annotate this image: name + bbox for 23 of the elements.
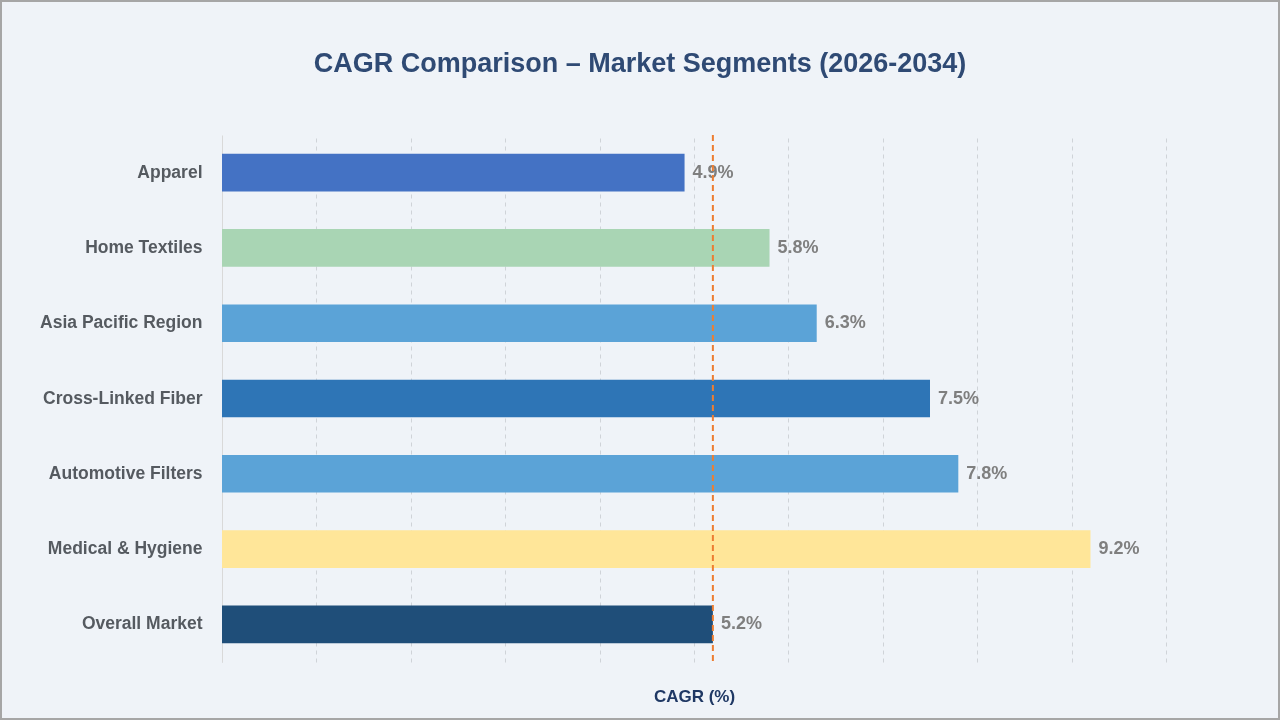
y-tick-label: Home Textiles xyxy=(85,236,203,257)
bar xyxy=(222,379,930,418)
data-label: 7.5% xyxy=(938,387,980,408)
y-tick-label: Automotive Filters xyxy=(48,462,203,483)
bar xyxy=(222,153,685,192)
data-label: 9.2% xyxy=(1098,538,1140,559)
y-tick-label: Medical & Hygiene xyxy=(47,538,203,559)
bar xyxy=(222,454,959,493)
y-tick-label: Asia Pacific Region xyxy=(40,312,203,333)
data-label: 5.8% xyxy=(777,236,819,257)
bar xyxy=(222,229,770,267)
y-tick-label: Apparel xyxy=(137,161,203,182)
bar xyxy=(222,304,817,343)
chart-title: CAGR Comparison – Market Segments (2026-2034) xyxy=(313,48,967,78)
data-label: 4.9% xyxy=(692,161,734,182)
x-axis-title: CAGR (%) xyxy=(653,686,736,706)
bar xyxy=(222,530,1091,568)
data-label: 5.2% xyxy=(720,613,762,634)
bar xyxy=(222,605,713,644)
y-tick-label: Cross-Linked Fiber xyxy=(43,387,203,408)
data-label: 7.8% xyxy=(966,462,1008,483)
data-label: 6.3% xyxy=(824,312,866,333)
y-tick-label: Overall Market xyxy=(81,613,203,634)
